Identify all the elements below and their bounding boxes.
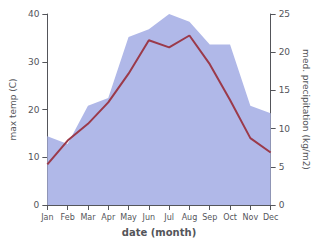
svg-text:0: 0 <box>279 200 285 210</box>
svg-text:10: 10 <box>28 152 40 162</box>
svg-text:25: 25 <box>279 9 290 19</box>
svg-text:Mar: Mar <box>80 213 96 222</box>
svg-text:med. precipitation (kg/m2): med. precipitation (kg/m2) <box>301 49 311 170</box>
svg-text:15: 15 <box>279 85 290 95</box>
svg-text:Feb: Feb <box>61 213 75 222</box>
svg-text:5: 5 <box>279 162 285 172</box>
svg-text:Dec: Dec <box>263 213 278 222</box>
svg-text:date (month): date (month) <box>122 227 196 238</box>
svg-text:Apr: Apr <box>101 213 116 222</box>
svg-text:May: May <box>120 213 137 222</box>
svg-text:30: 30 <box>28 57 40 67</box>
svg-text:Jan: Jan <box>40 213 53 222</box>
svg-text:Jul: Jul <box>163 213 174 222</box>
svg-text:Nov: Nov <box>243 213 259 222</box>
svg-text:20: 20 <box>28 105 40 115</box>
svg-text:Jun: Jun <box>142 213 156 222</box>
svg-text:Aug: Aug <box>182 213 198 222</box>
svg-text:40: 40 <box>28 9 40 19</box>
svg-text:Oct: Oct <box>223 213 237 222</box>
svg-text:Sep: Sep <box>202 213 217 222</box>
svg-text:0: 0 <box>34 200 40 210</box>
svg-text:20: 20 <box>279 47 291 57</box>
svg-text:max temp (C): max temp (C) <box>8 78 18 140</box>
svg-text:10: 10 <box>279 124 291 134</box>
